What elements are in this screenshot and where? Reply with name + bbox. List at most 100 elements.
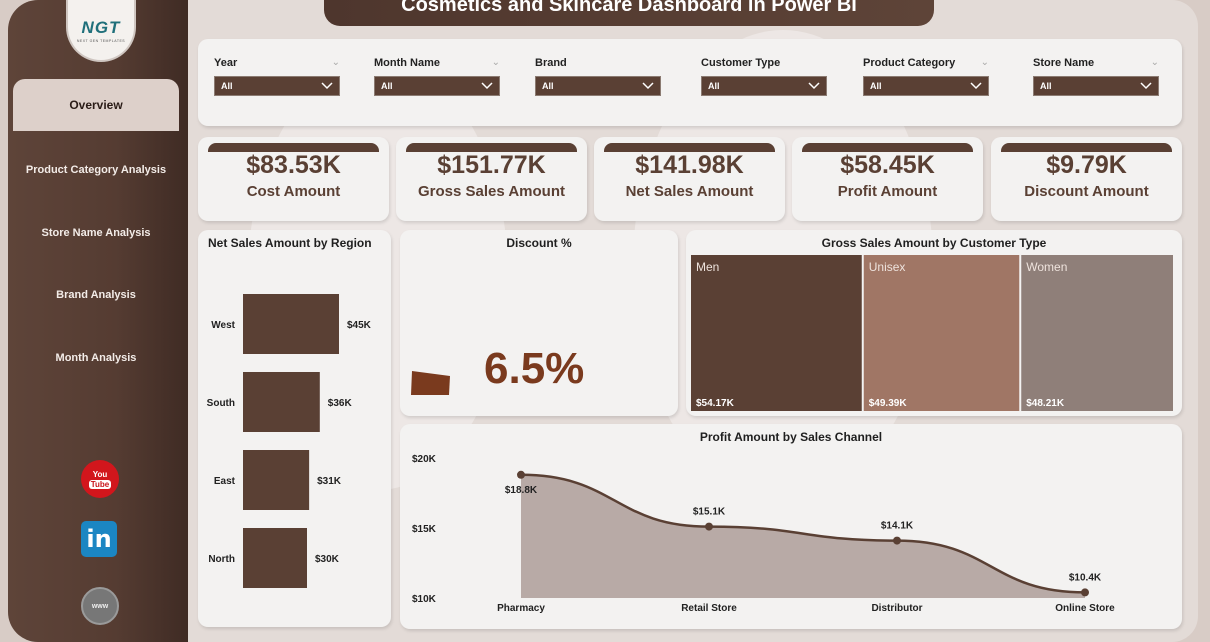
slicer-brand-label: Brand <box>535 57 567 69</box>
kpi-label: Net Sales Amount <box>625 183 754 200</box>
tile-value-label: $48.21K <box>1026 398 1065 409</box>
chart-profit-by-sales-channel: Profit Amount by Sales Channel $20K $15K $… <box>400 424 1182 629</box>
tile-category-label: Men <box>696 260 719 274</box>
slicer-customer-type[interactable]: Customer Type All <box>701 57 827 96</box>
dashboard-title: Cosmetics and Skincare Dashboard in Powe… <box>324 0 934 26</box>
data-label: $10.4K <box>1069 572 1102 583</box>
slicer-month-label: Month Name <box>374 57 440 69</box>
data-label: $45K <box>347 320 372 331</box>
x-tick-label: Pharmacy <box>497 603 545 614</box>
x-tick-label: Retail Store <box>681 603 737 614</box>
chart-net-sales-by-region: Net Sales Amount by Region West $45K South… <box>198 230 391 627</box>
category-label: East <box>214 476 236 487</box>
slicer-year-label: Year <box>214 57 238 69</box>
category-label: West <box>211 320 235 331</box>
kpi-header-bar <box>1001 143 1172 152</box>
nav-month-label: Month Analysis <box>55 352 137 364</box>
gauge-fill-arc <box>411 371 450 395</box>
chevron-down-icon <box>642 82 654 90</box>
y-tick-label: $15K <box>412 524 437 535</box>
data-label: $30K <box>315 554 340 565</box>
slicer-store-name-dropdown[interactable]: All <box>1033 76 1159 96</box>
slicer-customer-type-dropdown[interactable]: All <box>701 76 827 96</box>
nav-brand-analysis[interactable]: Brand Analysis <box>13 269 179 321</box>
x-tick-label: Online Store <box>1055 603 1115 614</box>
slicer-store-name-label: Store Name <box>1033 57 1095 69</box>
nav-month-analysis[interactable]: Month Analysis <box>13 332 179 384</box>
chevron-down-icon[interactable]: ⌄ <box>331 57 340 68</box>
discount-percent-value: 6.5% <box>484 344 585 393</box>
kpi-card-discount-amount: $9.79K Discount Amount <box>991 137 1182 221</box>
kpi-card-net-sales-amount: $141.98K Net Sales Amount <box>594 137 785 221</box>
linkedin-icon[interactable]: in <box>81 521 117 557</box>
slicer-month-value: All <box>381 81 393 91</box>
nav-store-name-label: Store Name Analysis <box>41 227 151 239</box>
nav-product-category-analysis[interactable]: Product Category Analysis <box>13 144 179 196</box>
nav-store-name-analysis[interactable]: Store Name Analysis <box>13 207 179 259</box>
kpi-header-bar <box>604 143 775 152</box>
kpi-card-gross-sales-amount: $151.77K Gross Sales Amount <box>396 137 587 221</box>
slicer-year-dropdown[interactable]: All <box>214 76 340 96</box>
bar-west <box>243 294 339 354</box>
chevron-down-icon[interactable]: ⌄ <box>1150 57 1159 68</box>
bar-east <box>243 450 310 510</box>
kpi-value: $83.53K <box>246 151 341 179</box>
kpi-card-profit-amount: $58.45K Profit Amount <box>792 137 983 221</box>
sidebar: NGT NEXT GEN TEMPLATES Overview Product … <box>8 0 188 642</box>
youtube-you-text: You <box>92 469 108 479</box>
kpi-label: Discount Amount <box>1024 183 1149 200</box>
data-point <box>517 470 525 479</box>
category-label: North <box>208 554 235 565</box>
kpi-value: $9.79K <box>1046 151 1127 179</box>
slicer-product-category-value: All <box>870 81 882 91</box>
chevron-down-icon[interactable]: ⌄ <box>491 57 500 68</box>
bar-south <box>243 372 320 432</box>
tile-value-label: $54.17K <box>696 398 735 409</box>
tile-value-label: $49.39K <box>869 398 908 409</box>
data-point <box>1081 588 1089 597</box>
data-point <box>705 522 713 531</box>
website-text: www <box>91 602 109 610</box>
slicer-year[interactable]: Year ⌄ All <box>214 57 340 96</box>
kpi-label: Profit Amount <box>837 183 938 200</box>
linkedin-text: in <box>86 525 112 553</box>
slicer-brand-dropdown[interactable]: All <box>535 76 661 96</box>
chart-title: Profit Amount by Sales Channel <box>699 430 883 444</box>
slicer-month-dropdown[interactable]: All <box>374 76 500 96</box>
area-fill <box>521 474 1085 598</box>
kpi-value: $58.45K <box>840 151 935 179</box>
chevron-down-icon <box>1140 82 1152 90</box>
slicer-store-name[interactable]: Store Name ⌄ All <box>1033 57 1159 96</box>
slicer-panel: Year ⌄ All Month Name ⌄ All Brand All Cust… <box>198 39 1182 126</box>
kpi-label: Cost Amount <box>246 183 341 200</box>
nav-overview[interactable]: Overview <box>13 79 179 131</box>
slicer-year-value: All <box>221 81 233 91</box>
chevron-down-icon[interactable]: ⌄ <box>980 57 989 68</box>
tile-category-label: Women <box>1026 260 1067 274</box>
logo-tagline: NEXT GEN TEMPLATES <box>76 38 126 43</box>
treemap-tile-unisex <box>863 255 1020 411</box>
slicer-product-category[interactable]: Product Category ⌄ All <box>863 57 989 96</box>
chart-discount-gauge: Discount % 6.5% <box>400 230 678 416</box>
kpi-header-bar <box>208 143 379 152</box>
region-bar-chart: West $45K South $36K East $31K North $30K <box>207 294 372 588</box>
slicer-product-category-dropdown[interactable]: All <box>863 76 989 96</box>
slicer-customer-type-value: All <box>708 81 720 91</box>
data-label: $18.8K <box>505 485 538 496</box>
slicer-brand-value: All <box>542 81 554 91</box>
youtube-icon[interactable]: You Tube <box>81 460 119 498</box>
data-label: $36K <box>328 398 353 409</box>
chevron-down-icon <box>970 82 982 90</box>
website-globe-icon[interactable]: www <box>81 587 119 625</box>
kpi-header-bar <box>802 143 973 152</box>
data-point <box>893 536 901 545</box>
youtube-tube-text: Tube <box>88 479 112 489</box>
nav-brand-label: Brand Analysis <box>56 289 136 301</box>
treemap-tile-men <box>691 255 862 411</box>
slicer-brand[interactable]: Brand All <box>535 57 661 96</box>
tile-category-label: Unisex <box>869 260 906 274</box>
y-tick-label: $20K <box>412 454 437 465</box>
kpi-header-bar <box>406 143 577 152</box>
logo-text: NGT <box>81 17 121 37</box>
slicer-month-name[interactable]: Month Name ⌄ All <box>374 57 500 96</box>
